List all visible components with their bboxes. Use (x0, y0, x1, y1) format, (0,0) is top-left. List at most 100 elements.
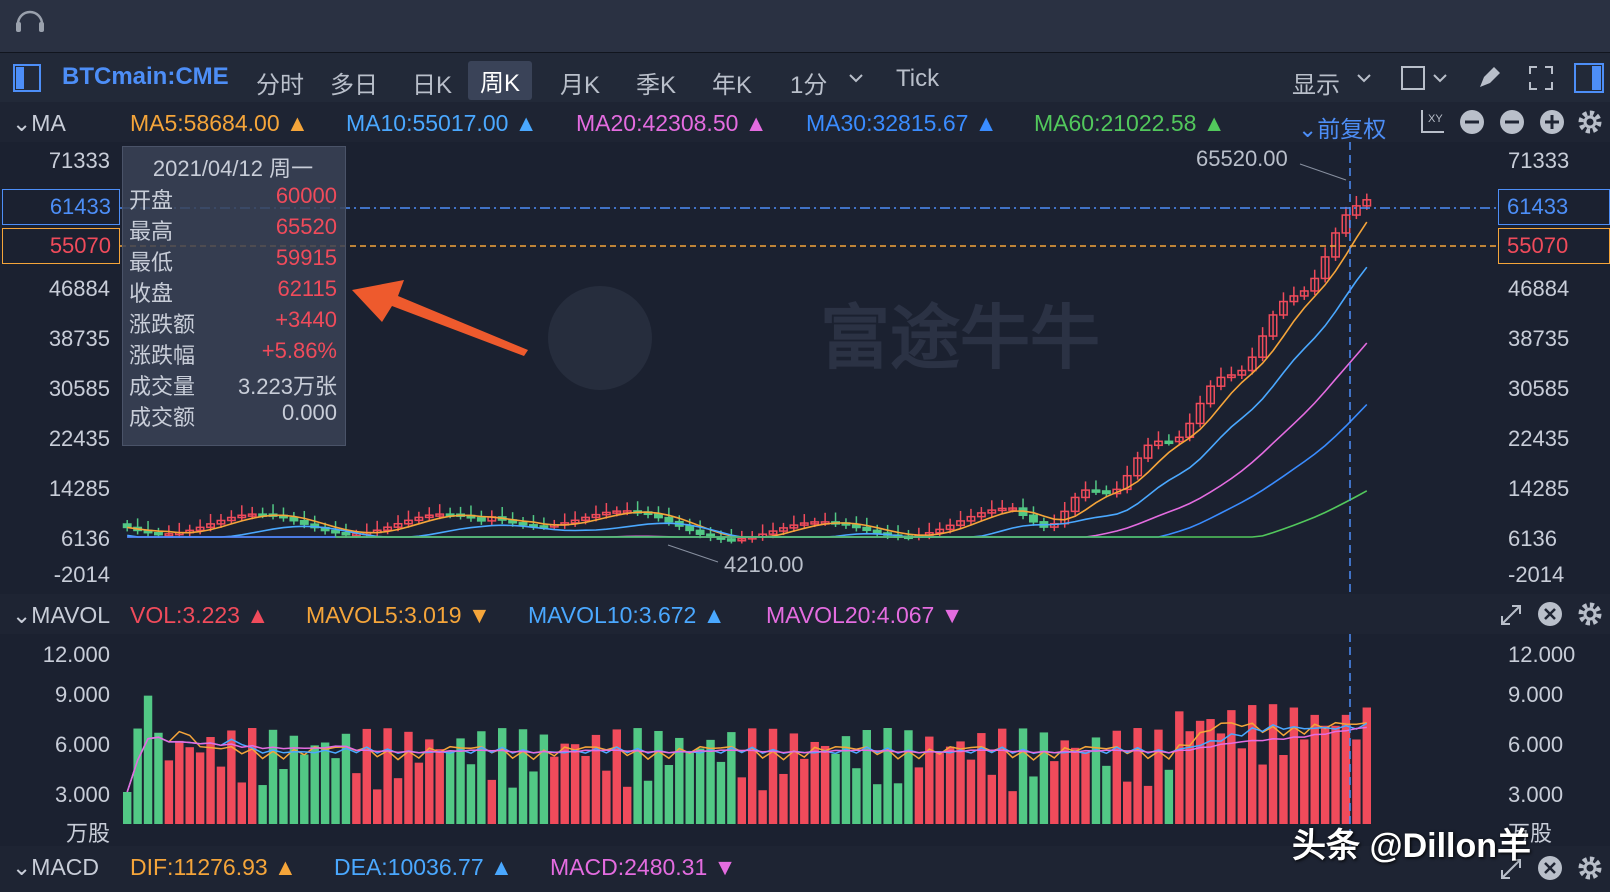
volume-bar (570, 744, 580, 824)
ma-dropdown[interactable]: ⌄MA (12, 110, 66, 136)
chevron-down-icon[interactable] (1356, 73, 1372, 85)
volume-bar (956, 741, 965, 824)
volume-bar (195, 752, 205, 824)
volume-bar (164, 760, 174, 824)
volume-bar (362, 728, 371, 824)
tooltip-value: 60000 (275, 183, 337, 208)
volume-bar (727, 732, 736, 824)
zoom-out-icon[interactable] (1458, 108, 1486, 136)
macd-dropdown[interactable]: ⌄MACD (12, 854, 100, 880)
volume-bar (820, 745, 830, 824)
candle-body (393, 522, 403, 528)
gear-icon[interactable] (1576, 854, 1604, 882)
volume-bar (800, 758, 809, 824)
volume-bar (529, 771, 538, 824)
volume-bar (904, 730, 913, 824)
volume-bar (810, 741, 819, 824)
expand-icon[interactable] (1498, 856, 1524, 882)
low-annotation: 4210.00 (724, 552, 804, 577)
candle-body (247, 513, 257, 517)
minus-icon[interactable] (1498, 108, 1526, 136)
fullscreen-icon[interactable] (1528, 65, 1554, 91)
volume-bar (175, 740, 184, 824)
tooltip-label: 成交额 (129, 405, 196, 430)
volume-bar (404, 731, 413, 824)
axis-tick: 30585 (48, 376, 110, 401)
xy-axis-icon[interactable]: XY (1418, 108, 1446, 136)
chevron-down-icon[interactable] (1432, 73, 1448, 85)
volume-bar (258, 785, 267, 824)
square-select-icon[interactable] (1400, 65, 1426, 91)
display-menu[interactable]: 显示 (1292, 72, 1340, 99)
tab-month-k[interactable]: 月K (560, 72, 601, 99)
volume-bar (1310, 714, 1319, 824)
volume-bar (383, 728, 392, 824)
candle-body (956, 520, 965, 527)
candle-body (216, 519, 226, 525)
candle-body (289, 516, 299, 522)
candle-body (1008, 507, 1018, 511)
volume-bar (216, 766, 226, 824)
tab-week-k[interactable]: 周K (468, 61, 533, 100)
candle-body (154, 531, 163, 536)
candle-body (685, 525, 695, 532)
candle-body (1247, 356, 1257, 372)
axis-tick: 22435 (48, 426, 110, 451)
tooltip-row: 最低 59915 (129, 245, 337, 275)
tab-day-k[interactable]: 日K (412, 72, 453, 99)
tab-multiday[interactable]: 多日 (330, 72, 378, 99)
high-annotation: 65520.00 (1196, 146, 1288, 171)
volume-bar (841, 736, 851, 824)
adjust-dropdown[interactable]: ⌄前复权 (1298, 116, 1387, 142)
candle-body (1070, 496, 1080, 513)
volume-bar (1300, 739, 1309, 824)
volume-chart[interactable] (0, 634, 1610, 846)
candle-body (1299, 290, 1309, 297)
axis-tick: 6.000 (1508, 732, 1564, 757)
volume-bar (320, 742, 330, 824)
candle-body (1164, 440, 1174, 445)
axis-tick: 14285 (48, 476, 110, 501)
volume-bar (1195, 720, 1205, 824)
candlestick-chart[interactable]: 富途牛牛 65520.00 4210.00 (0, 142, 1610, 594)
headset-icon[interactable] (12, 2, 48, 36)
volume-bar (206, 737, 215, 824)
candle-body (1101, 490, 1111, 495)
tab-tick[interactable]: Tick (896, 65, 940, 92)
tab-1min[interactable]: 1分 (790, 72, 828, 99)
sidebar-toggle-icon[interactable] (13, 64, 41, 92)
volume-bar (643, 780, 653, 824)
tooltip-label: 最低 (129, 250, 174, 275)
candle-body (1206, 385, 1216, 405)
volume-bar (518, 729, 528, 824)
axis-tick: 22435 (1508, 426, 1570, 451)
tab-quarter-k[interactable]: 季K (636, 72, 677, 99)
tab-year-k[interactable]: 年K (712, 72, 753, 99)
tooltip-label: 涨跌幅 (129, 343, 196, 368)
expand-icon[interactable] (1498, 602, 1524, 628)
tab-timeshare[interactable]: 分时 (256, 72, 304, 99)
candle-body (591, 513, 601, 519)
volume-bar (664, 765, 674, 824)
volume-bar (477, 731, 486, 824)
volume-bar (925, 736, 934, 824)
gear-icon[interactable] (1576, 600, 1604, 628)
chevron-down-icon[interactable] (848, 73, 864, 85)
candle-body (987, 509, 997, 514)
draw-pen-icon[interactable] (1476, 63, 1504, 91)
close-icon[interactable] (1536, 600, 1564, 628)
tooltip-label: 开盘 (129, 188, 174, 213)
panel-toggle-icon[interactable] (1574, 63, 1604, 93)
plus-icon[interactable] (1538, 108, 1566, 136)
watermark-logo: 富途牛牛 (820, 299, 1100, 377)
volume-bar (1237, 748, 1246, 824)
volume-bar (425, 739, 434, 824)
volume-bar (737, 777, 746, 824)
close-icon[interactable] (1536, 854, 1564, 882)
volume-bar (852, 768, 861, 824)
symbol-label[interactable]: BTCmain:CME (62, 63, 229, 90)
mavol-dropdown[interactable]: ⌄MAVOL (12, 602, 111, 628)
volume-bar (1175, 711, 1184, 824)
gear-icon[interactable] (1576, 108, 1604, 136)
volume-bar (654, 730, 663, 824)
